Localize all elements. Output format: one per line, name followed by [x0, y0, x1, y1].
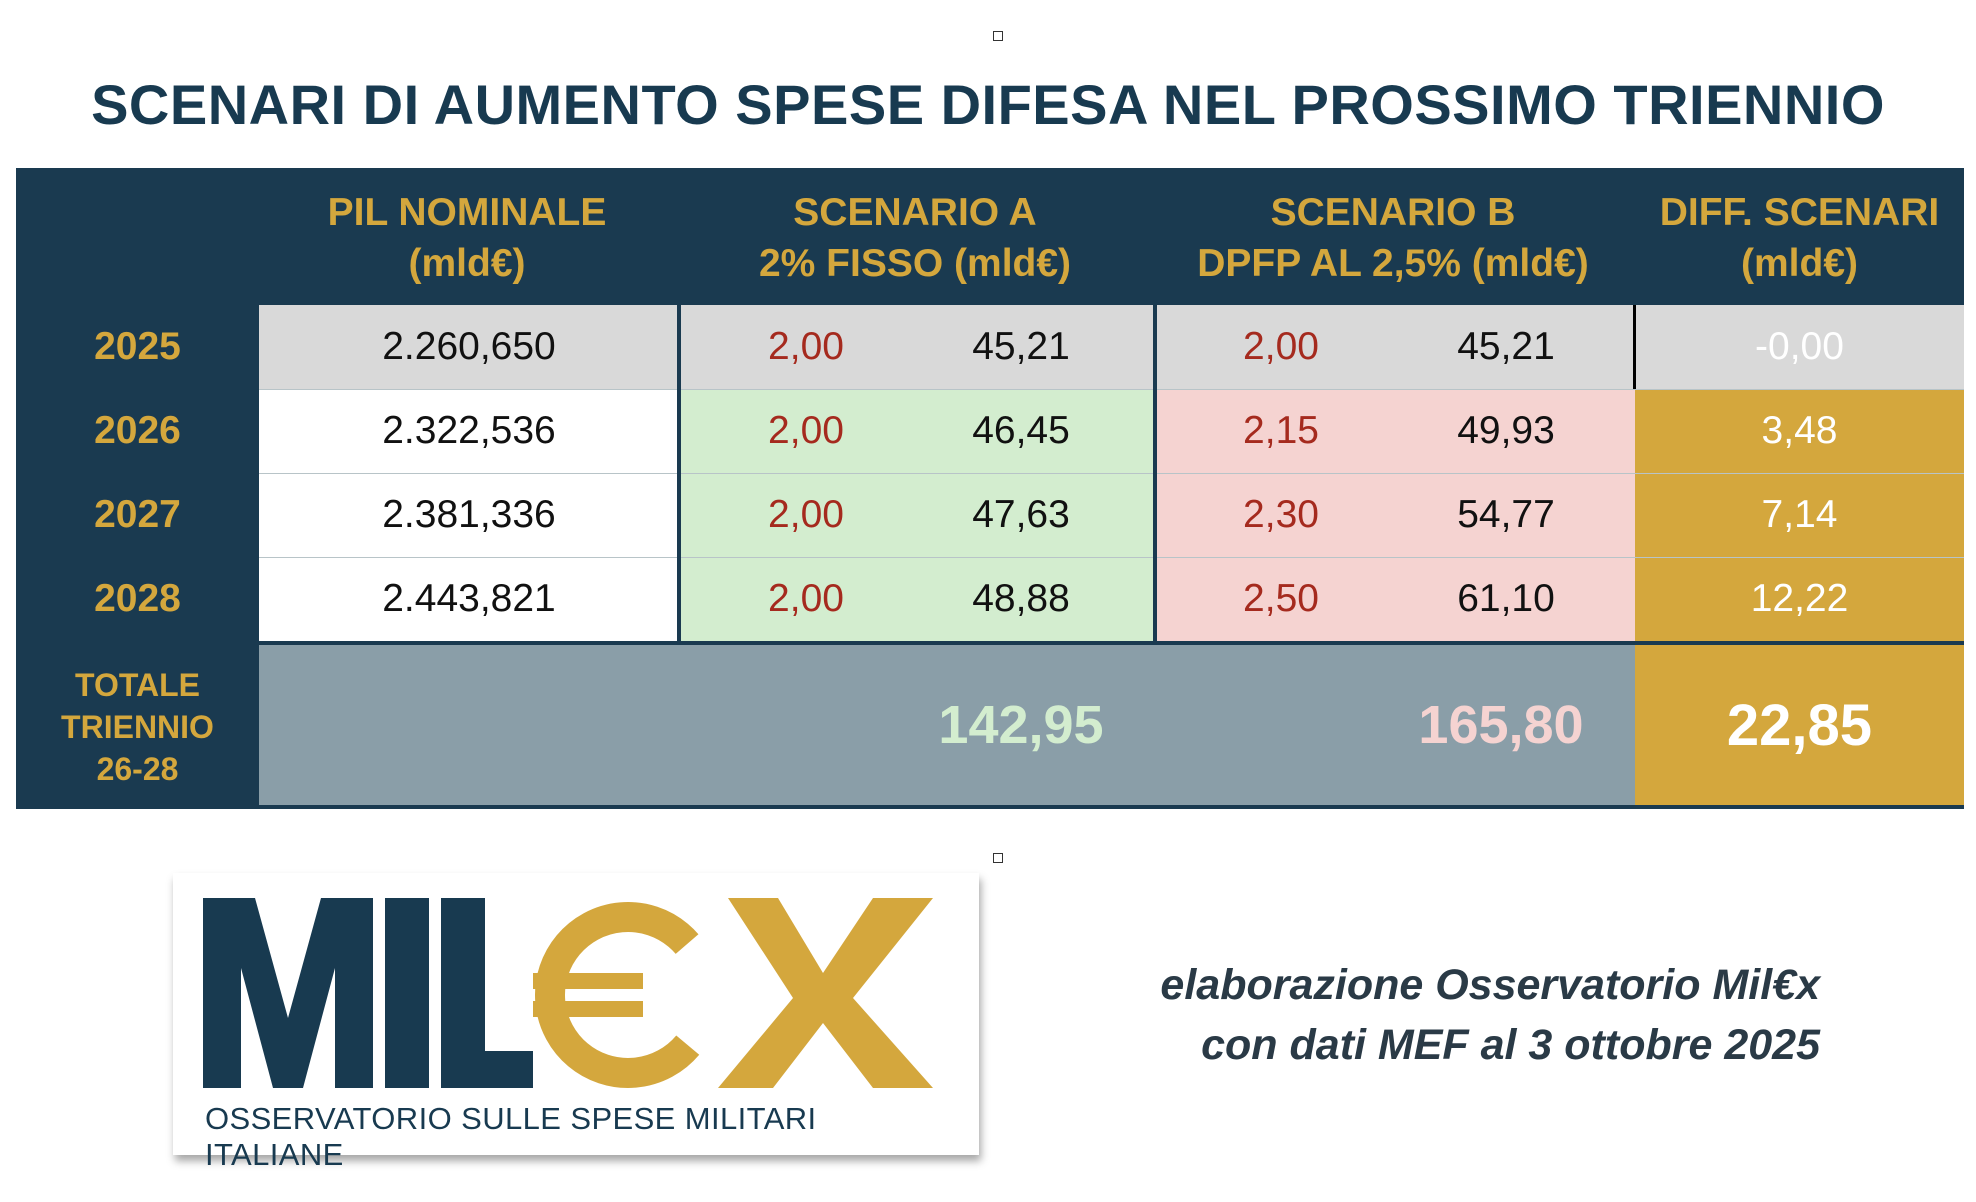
selection-handle: [993, 853, 1003, 863]
scenario-b-value: 54,77: [1457, 493, 1555, 536]
row-divider: [259, 557, 1964, 558]
pil-cell: 2.322,536: [259, 389, 679, 473]
year-label: 2027: [94, 493, 181, 536]
scenario-b-pct: 2,00: [1243, 325, 1319, 368]
scenario-b-bg: [1155, 305, 1635, 389]
scenario-a-bg: [679, 305, 1155, 389]
credit-line: elaborazione Osservatorio Mil€x: [1160, 961, 1820, 1009]
pil-cell: 2.381,336: [259, 473, 679, 557]
scenario-b-pct: 2,30: [1243, 493, 1319, 536]
header-line: PIL NOMINALE: [327, 191, 607, 234]
total-scenario-a: 142,95: [938, 695, 1104, 755]
scenario-a-pct: 2,00: [768, 325, 844, 368]
credit-line: con dati MEF al 3 ottobre 2025: [1201, 1021, 1820, 1069]
header-line: SCENARIO B: [1270, 191, 1516, 234]
row-divider: [259, 473, 1964, 474]
header-pil: PIL NOMINALE (mld€): [259, 183, 675, 293]
scenario-b-value: 61,10: [1457, 577, 1555, 620]
header-line: (mld€): [408, 242, 526, 285]
diff-cell: -0,00: [1635, 305, 1964, 389]
year-label: 2028: [94, 577, 181, 620]
total-diff: 22,85: [1635, 645, 1964, 805]
total-scenario-b: 165,80: [1418, 695, 1584, 755]
total-label-line: TRIENNIO: [61, 709, 214, 745]
header-line: DPFP AL 2,5% (mld€): [1197, 242, 1589, 285]
header-line: DIFF. SCENARI: [1659, 191, 1940, 234]
pil-cell: 2.443,821: [259, 557, 679, 641]
total-label-line: 26-28: [96, 751, 179, 787]
scenario-b-pct: 2,50: [1243, 577, 1319, 620]
scenario-a-pct: 2,00: [768, 577, 844, 620]
header-line: SCENARIO A: [793, 191, 1037, 234]
column-divider: [1153, 305, 1157, 641]
total-band: [259, 645, 1635, 805]
header-line: (mld€): [1741, 242, 1858, 285]
header-scenario-a: SCENARIO A 2% FISSO (mld€): [679, 183, 1151, 293]
year-label: 2025: [94, 325, 181, 368]
data-table: PIL NOMINALE (mld€) SCENARIO A 2% FISSO …: [16, 168, 1964, 809]
diff-cell: 3,48: [1635, 389, 1964, 473]
scenario-a-pct: 2,00: [768, 409, 844, 452]
header-line: 2% FISSO (mld€): [758, 242, 1072, 285]
row-divider: [259, 389, 1964, 390]
milex-logo: OSSERVATORIO SULLE SPESE MILITARI ITALIA…: [173, 873, 979, 1172]
scenario-a-bg: [679, 389, 1155, 473]
selection-handle: [993, 31, 1003, 41]
logo-subtitle: OSSERVATORIO SULLE SPESE MILITARI ITALIA…: [205, 1101, 817, 1172]
total-label: TOTALE TRIENNIO 26-28: [16, 645, 259, 809]
scenario-b-value: 49,93: [1457, 409, 1555, 452]
total-label-line: TOTALE: [74, 667, 201, 703]
column-divider: [1633, 305, 1636, 389]
diff-cell: 12,22: [1635, 557, 1964, 641]
year-label: 2026: [94, 409, 181, 452]
scenario-a-value: 47,63: [972, 493, 1070, 536]
pil-cell: 2.260,650: [259, 305, 679, 389]
milex-wordmark: [203, 898, 933, 1088]
scenario-a-value: 46,45: [972, 409, 1070, 452]
scenario-a-value: 48,88: [972, 577, 1070, 620]
scenario-a-value: 45,21: [972, 325, 1070, 368]
credit-text: elaborazione Osservatorio Mil€x con dati…: [1060, 955, 1820, 1075]
column-divider: [677, 305, 681, 641]
scenario-b-bg: [1155, 389, 1635, 473]
scenario-b-bg: [1155, 557, 1635, 641]
page-title: SCENARI DI AUMENTO SPESE DIFESA NEL PROS…: [91, 73, 1885, 136]
scenario-a-bg: [679, 557, 1155, 641]
scenario-b-bg: [1155, 473, 1635, 557]
scenario-a-bg: [679, 473, 1155, 557]
diff-cell: 7,14: [1635, 473, 1964, 557]
scenario-a-pct: 2,00: [768, 493, 844, 536]
scenario-b-value: 45,21: [1457, 325, 1555, 368]
scenario-b-pct: 2,15: [1243, 409, 1319, 452]
header-scenario-b: SCENARIO B DPFP AL 2,5% (mld€): [1155, 183, 1631, 293]
header-diff: DIFF. SCENARI (mld€): [1635, 183, 1964, 293]
